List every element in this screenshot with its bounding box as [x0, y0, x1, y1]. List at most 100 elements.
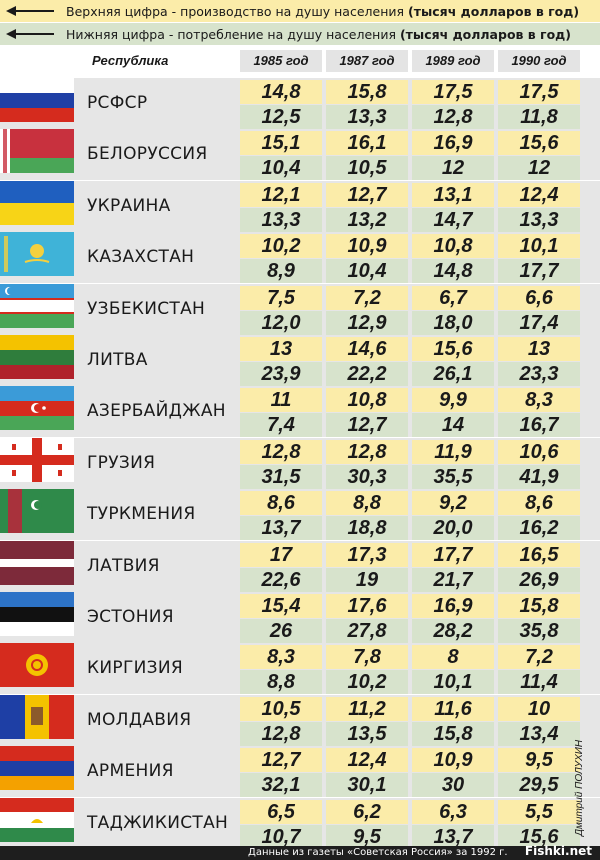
- production-value: 12,7: [240, 748, 322, 773]
- consumption-value: 16,2: [498, 516, 580, 541]
- consumption-value: 27,8: [326, 619, 408, 643]
- legend-consumption-unit: (тысяч долларов в год): [399, 26, 571, 42]
- consumption-value: 21,7: [412, 567, 494, 592]
- production-value: 17,5: [498, 80, 580, 104]
- production-value: 15,6: [412, 337, 494, 361]
- production-value: 16,9: [412, 594, 494, 618]
- russia-flag-icon: [0, 78, 74, 122]
- production-value: 17,3: [326, 542, 408, 567]
- production-value: 13: [240, 337, 322, 361]
- consumption-value: 13,3: [326, 105, 408, 129]
- estonia-flag-icon: [0, 592, 74, 636]
- consumption-value: 20,0: [412, 516, 494, 541]
- republic-name: БЕЛОРУССИЯ: [87, 144, 208, 165]
- consumption-value: 9,5: [326, 824, 408, 849]
- production-value: 8: [412, 645, 494, 670]
- production-value: 11,9: [412, 439, 494, 464]
- production-value: 15,8: [326, 80, 408, 104]
- consumption-value: 7,4: [240, 413, 322, 438]
- legend-consumption-label: Нижняя цифра - потребление на душу насел…: [66, 26, 400, 42]
- production-value: 5,5: [498, 799, 580, 824]
- production-value: 12,4: [326, 748, 408, 773]
- consumption-value: 13,4: [498, 721, 580, 746]
- production-value: 12,7: [326, 182, 408, 207]
- republic-name: ГРУЗИЯ: [87, 452, 156, 473]
- production-value: 6,3: [412, 799, 494, 824]
- table-row: ТАДЖИКИСТАН 6,5 10,7 6,2 9,5 6,3 13,7 5,5 15,6: [0, 797, 600, 849]
- table-row: КИРГИЗИЯ 8,3 8,8 7,8 10,2 8 10,1 7,2 11,4: [0, 643, 600, 695]
- production-value: 10: [498, 696, 580, 721]
- tajikistan-flag-icon: [0, 797, 74, 842]
- consumption-value: 13,5: [326, 721, 408, 746]
- production-value: 8,3: [498, 388, 580, 413]
- republic-name: МОЛДАВИЯ: [87, 709, 192, 730]
- production-value: 16,9: [412, 131, 494, 156]
- production-value: 15,1: [240, 131, 322, 156]
- consumption-value: 16,7: [498, 413, 580, 438]
- production-value: 7,2: [326, 285, 408, 310]
- production-value: 10,5: [240, 696, 322, 721]
- consumption-value: 18,0: [412, 310, 494, 335]
- footer: Данные из газеты «Советская Россия» за 1…: [0, 844, 600, 860]
- header-year: 1987 год: [326, 50, 408, 72]
- republic-name: АРМЕНИЯ: [87, 761, 174, 782]
- legend-production-text: Верхняя цифра - производство на душу нас…: [66, 4, 579, 19]
- production-value: 14,8: [240, 80, 322, 104]
- legend-consumption: Нижняя цифра - потребление на душу насел…: [0, 23, 600, 45]
- republic-name: ТУРКМЕНИЯ: [87, 504, 196, 525]
- consumption-value: 13,2: [326, 207, 408, 232]
- consumption-value: 15,6: [498, 824, 580, 849]
- production-value: 7,5: [240, 285, 322, 310]
- production-value: 8,6: [240, 491, 322, 516]
- consumption-value: 13,3: [498, 207, 580, 232]
- consumption-value: 26: [240, 619, 322, 643]
- arrow-left-icon: [0, 0, 66, 22]
- consumption-value: 11,4: [498, 670, 580, 695]
- consumption-value: 12: [412, 156, 494, 181]
- production-value: 13,1: [412, 182, 494, 207]
- production-value: 11: [240, 388, 322, 413]
- table-row: ЭСТОНИЯ 15,4 26 17,6 27,8 16,9 28,2 15,8 35,8: [0, 592, 600, 643]
- lithuania-flag-icon: [0, 335, 74, 379]
- republic-name: ТАДЖИКИСТАН: [87, 812, 229, 833]
- production-value: 13: [498, 337, 580, 361]
- consumption-value: 10,5: [326, 156, 408, 181]
- production-value: 6,5: [240, 799, 322, 824]
- consumption-value: 30,1: [326, 773, 408, 798]
- production-value: 17,5: [412, 80, 494, 104]
- consumption-value: 32,1: [240, 773, 322, 798]
- consumption-value: 12: [498, 156, 580, 181]
- belarus-flag-icon: [0, 129, 74, 174]
- republic-name: УЗБЕКИСТАН: [87, 298, 206, 319]
- production-value: 11,6: [412, 696, 494, 721]
- production-value: 8,3: [240, 645, 322, 670]
- header-year: 1989 год: [412, 50, 494, 72]
- table-row: БЕЛОРУССИЯ 15,1 10,4 16,1 10,5 16,9 12 15,6 12: [0, 129, 600, 181]
- header-republic: Республика: [92, 53, 169, 68]
- table-row: РСФСР 14,8 12,5 15,8 13,3 17,5 12,8 17,5 11,8: [0, 78, 600, 129]
- consumption-value: 30,3: [326, 464, 408, 489]
- azerbaijan-flag-icon: [0, 386, 74, 431]
- site-logo: Fishki.net: [524, 844, 592, 858]
- production-value: 8,8: [326, 491, 408, 516]
- production-value: 9,9: [412, 388, 494, 413]
- consumption-value: 35,5: [412, 464, 494, 489]
- table-row: УЗБЕКИСТАН 7,5 12,0 7,2 12,9 6,7 18,0 6,6 17,4: [0, 283, 600, 335]
- production-value: 16,5: [498, 542, 580, 567]
- consumption-value: 8,8: [240, 670, 322, 695]
- production-value: 14,6: [326, 337, 408, 361]
- georgia-flag-icon: [0, 437, 74, 482]
- consumption-value: 13,3: [240, 207, 322, 232]
- production-value: 10,9: [412, 748, 494, 773]
- consumption-value: 12,0: [240, 310, 322, 335]
- production-value: 6,6: [498, 285, 580, 310]
- production-value: 9,2: [412, 491, 494, 516]
- consumption-value: 15,8: [412, 721, 494, 746]
- moldova-flag-icon: [0, 694, 74, 739]
- production-value: 15,8: [498, 594, 580, 618]
- consumption-value: 22,6: [240, 567, 322, 592]
- production-value: 12,8: [326, 439, 408, 464]
- production-value: 12,4: [498, 182, 580, 207]
- legend-consumption-text: Нижняя цифра - потребление на душу насел…: [66, 27, 571, 42]
- consumption-value: 26,1: [412, 362, 494, 386]
